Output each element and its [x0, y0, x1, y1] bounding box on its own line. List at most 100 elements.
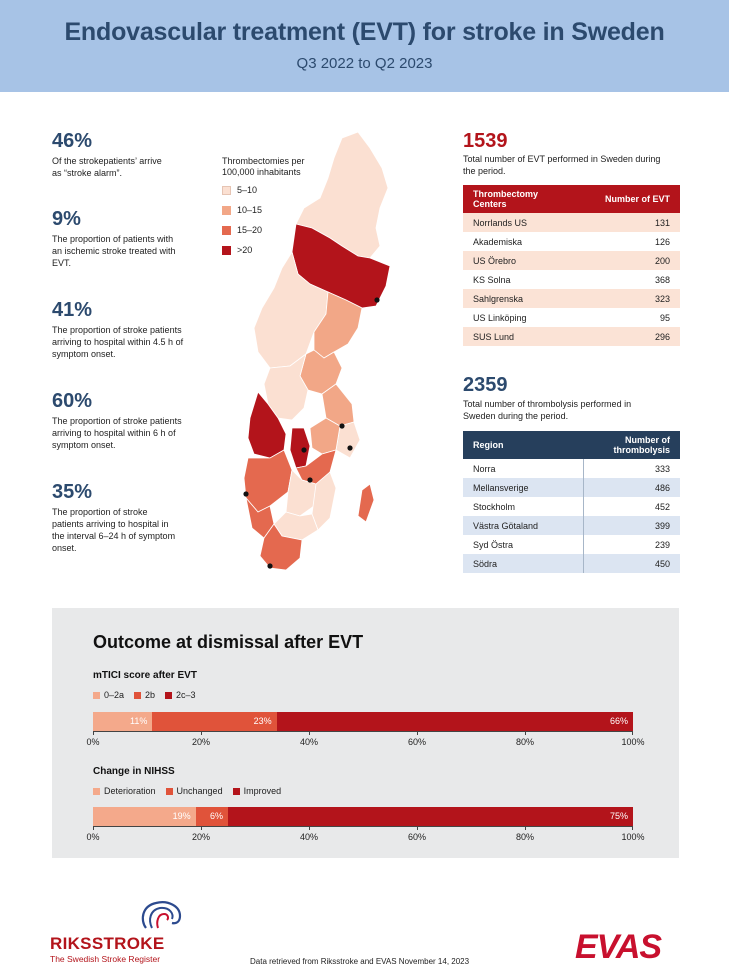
center-dot-linkoping	[307, 477, 313, 483]
legend-label: 2c–3	[176, 690, 196, 700]
col-header-centers: Thrombectomy Centers	[463, 185, 583, 213]
center-name: KS Solna	[463, 270, 583, 289]
legend-label: 0–2a	[104, 690, 125, 700]
center-dot-stockholm	[347, 445, 353, 451]
center-value: 126	[583, 232, 680, 251]
region-vastra-gotaland	[243, 449, 293, 513]
bar-segment: 66%	[276, 712, 633, 731]
thrombolysis-table-header: Region Number of thrombolysis	[463, 431, 680, 459]
legend-swatch	[165, 691, 173, 699]
tick-label: 100%	[621, 832, 645, 842]
stat-value: 9%	[52, 208, 81, 230]
chart-legend-mtici: 0–2a 2b 2c–3	[93, 690, 206, 700]
region-value: 450	[582, 554, 680, 573]
legend-item: 2c–3	[165, 690, 196, 700]
map-legend: Thrombectomies per 100,000 inhabitants 5…	[222, 156, 352, 264]
legend-swatch	[232, 787, 240, 795]
tick-label: 20%	[191, 832, 211, 842]
tick-label: 0%	[86, 737, 100, 747]
axis-line	[93, 731, 633, 732]
riksstroke-name: RIKSSTROKE	[50, 934, 165, 953]
table-row: Norra 333	[463, 459, 680, 478]
legend-item: Improved	[232, 786, 282, 796]
map-legend-item: 15–20	[222, 224, 352, 236]
legend-swatch	[93, 691, 100, 699]
tick-label: 40%	[299, 832, 319, 842]
legend-item: 0–2a	[93, 690, 124, 700]
table-row: KS Solna 368	[463, 270, 680, 289]
stat-stroke-alarm: 46% Of the strokepatients’ arrive as “st…	[52, 130, 192, 179]
data-label: 66%	[609, 716, 628, 726]
data-label: 11%	[130, 716, 148, 726]
bar-segment: 19%	[93, 807, 196, 826]
col-header-region: Region	[463, 431, 583, 459]
stat-description: The proportion of stroke patients arrivi…	[52, 416, 182, 450]
table-row: US Linköping 95	[463, 308, 680, 327]
legend-label: >20	[237, 245, 253, 255]
center-value: 200	[583, 251, 680, 270]
outcome-panel: Outcome at dismissal after EVT mTICI sco…	[52, 608, 679, 858]
center-value: 296	[583, 327, 680, 346]
region-name: Södra	[463, 554, 583, 573]
center-value: 131	[583, 213, 680, 232]
region-value: 452	[582, 497, 680, 516]
map-legend-item: 10–15	[222, 204, 352, 216]
riksstroke-logo: RIKSSTROKE The Swedish Stroke Register	[50, 898, 210, 968]
data-label: 19%	[172, 811, 191, 821]
region-name: Västra Götaland	[463, 516, 583, 535]
axis-tick	[201, 826, 202, 830]
x-axis-nihss: 0% 20% 40% 60% 80% 100%	[86, 826, 645, 842]
bar-segment: 6%	[195, 807, 228, 826]
legend-swatch	[222, 245, 231, 255]
table-row: Norrlands US 131	[463, 213, 680, 232]
legend-item: Deterioration	[93, 786, 156, 796]
center-dot-uppsala	[339, 423, 345, 429]
bar-segment: 11%	[93, 712, 153, 731]
legend-swatch	[222, 185, 231, 195]
center-dot-orebro	[301, 447, 307, 453]
center-dot-lund	[267, 563, 273, 569]
legend-label: Improved	[243, 786, 282, 796]
region-name: Syd Östra	[463, 535, 583, 554]
tick-label: 60%	[407, 737, 427, 747]
bar-segment: 23%	[152, 712, 277, 731]
stat-within-6h: 60% The proportion of stroke patients ar…	[52, 390, 192, 451]
evas-logo: EVAS	[575, 928, 662, 966]
outcome-title: Outcome at dismissal after EVT	[93, 632, 364, 652]
region-dalarna	[263, 352, 309, 421]
axis-tick	[525, 731, 526, 735]
legend-swatch	[222, 225, 231, 235]
legend-label: 2b	[145, 690, 156, 700]
page-title: Endovascular treatment (EVT) for stroke …	[64, 18, 665, 46]
center-name: Akademiska	[463, 232, 583, 251]
region-value: 399	[582, 516, 680, 535]
data-label: 6%	[209, 811, 223, 821]
stat-description: The proportion of stroke patients arrivi…	[52, 507, 176, 553]
stat-value: 60%	[52, 390, 93, 412]
axis-tick	[309, 826, 310, 830]
chart-legend-nihss: Deterioration Unchanged Improved	[93, 786, 291, 796]
stacked-bar-nihss: 19% 6% 75%	[93, 807, 633, 826]
chart-title-mtici: mTICI score after EVT	[93, 670, 197, 681]
evt-table-header: Thrombectomy Centers Number of EVT	[463, 185, 680, 213]
tick-label: 80%	[515, 737, 535, 747]
tick-label: 20%	[191, 737, 211, 747]
stat-value: 35%	[52, 481, 93, 503]
axis-tick	[525, 826, 526, 830]
tick-label: 100%	[621, 737, 645, 747]
data-source-note: Data retrieved from Riksstroke and EVAS …	[250, 957, 470, 966]
region-value: 486	[582, 478, 680, 497]
thrombolysis-description: Total number of thrombolysis performed i…	[463, 399, 632, 421]
center-name: Norrlands US	[463, 213, 583, 232]
legend-label: Unchanged	[176, 786, 223, 796]
table-row: Syd Östra 239	[463, 535, 680, 554]
evt-total: 1539	[463, 130, 508, 152]
stat-description: Of the strokepatients’ arrive as “stroke…	[52, 156, 162, 178]
tick-label: 80%	[515, 832, 535, 842]
stat-description: The proportion of patients with an ische…	[52, 234, 176, 268]
center-name: Sahlgrenska	[463, 289, 583, 308]
legend-item: 2b	[134, 690, 155, 700]
table-row: Akademiska 126	[463, 232, 680, 251]
center-value: 368	[583, 270, 680, 289]
data-label: 23%	[253, 716, 272, 726]
